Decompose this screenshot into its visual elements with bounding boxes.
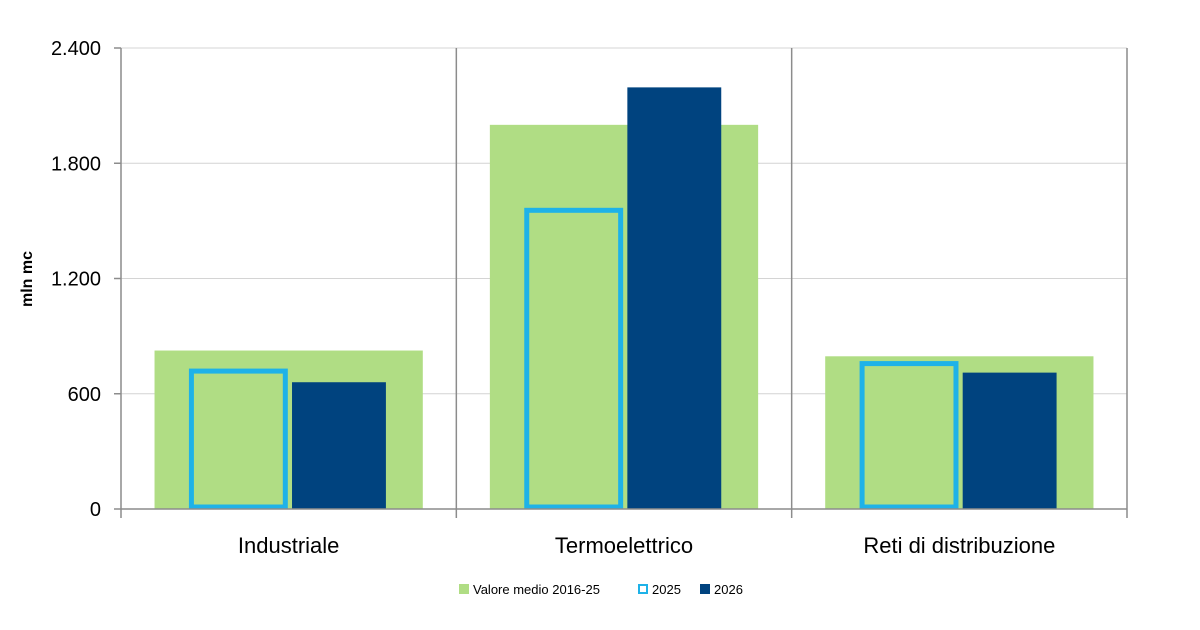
y-tick-label: 600 — [68, 384, 101, 406]
y-axis-title: mln mc — [19, 251, 36, 307]
bar-2025 — [524, 207, 624, 510]
legend: Valore medio 2016-25 2025 2026 — [459, 582, 743, 597]
category-label: Termoelettrico — [555, 533, 693, 558]
axes — [114, 47, 1128, 518]
y-tick-label: 1.800 — [51, 153, 101, 175]
bar-2026 — [292, 382, 386, 509]
y-tick-label: 0 — [90, 499, 101, 521]
legend-label: 2026 — [714, 582, 743, 597]
category-label: Reti di distribuzione — [863, 533, 1055, 558]
y-tick-label: 1.200 — [51, 269, 101, 291]
legend-label: 2025 — [652, 582, 681, 597]
bar-2025 — [859, 361, 959, 510]
category-labels: Industriale Termoelettrico Reti di distrib… — [238, 533, 1055, 558]
y-tick-label: 2.400 — [51, 38, 101, 60]
bars — [154, 87, 1094, 510]
category-label: Industriale — [238, 533, 340, 558]
bar-2026 — [627, 87, 722, 510]
bar-2025 — [188, 368, 288, 510]
y-tick-labels: 0 600 1.200 1.800 2.400 — [51, 38, 101, 521]
legend-swatch — [459, 584, 469, 594]
legend-label: Valore medio 2016-25 — [473, 582, 600, 597]
legend-swatch — [700, 584, 710, 594]
legend-swatch-2025 — [638, 584, 648, 594]
bar-2026 — [962, 372, 1057, 509]
